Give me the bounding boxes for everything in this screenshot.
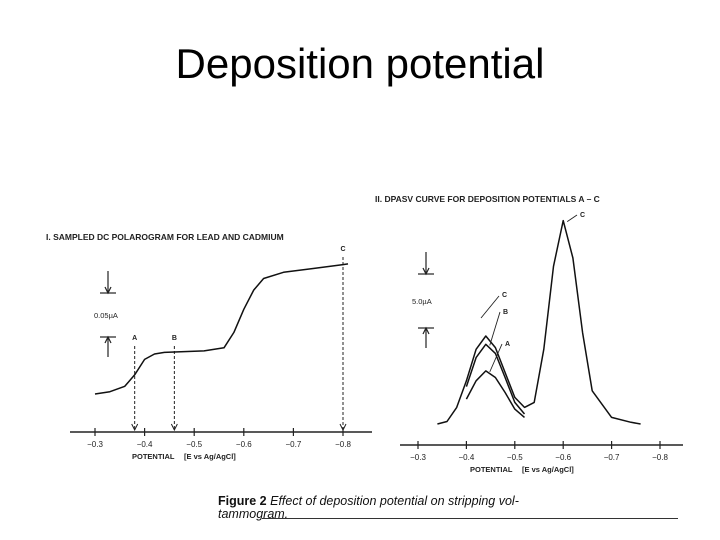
caption-label: Figure 2 xyxy=(218,494,267,508)
scale-bar-arrowhead-bottom xyxy=(104,335,112,344)
series-pointer-C-pb xyxy=(480,295,500,319)
scale-bar-label: 0.05µA xyxy=(94,311,118,320)
x-tick-label: −0.7 xyxy=(604,453,620,462)
series-line-C xyxy=(437,219,641,425)
figure-caption: Figure 2 Effect of deposition potential … xyxy=(218,494,519,508)
series-label-C-pb: C xyxy=(502,292,507,299)
series-pointer-A xyxy=(489,343,503,373)
x-tick-label: −0.6 xyxy=(555,453,571,462)
series-label-A: A xyxy=(505,341,510,348)
caption-rule xyxy=(262,518,678,519)
caption-text: Effect of deposition potential on stripp… xyxy=(270,494,519,508)
x-tick-label: −0.5 xyxy=(186,440,202,449)
marker-arrow-B xyxy=(170,423,178,432)
scale-bar-label: 5.0µA xyxy=(412,297,432,306)
series-pointer-C xyxy=(566,214,578,223)
x-tick-label: −0.4 xyxy=(459,453,475,462)
x-axis-label: POTENTIAL xyxy=(470,465,513,474)
x-tick-label: −0.4 xyxy=(137,440,153,449)
x-tick-label: −0.3 xyxy=(87,440,103,449)
marker-label-B: B xyxy=(172,335,177,342)
marker-label-A: A xyxy=(132,335,137,342)
x-tick-label: −0.5 xyxy=(507,453,523,462)
x-axis-unit: [E vs Ag/AgCl] xyxy=(184,452,236,461)
marker-arrow-A xyxy=(131,423,139,432)
x-tick-label: −0.7 xyxy=(286,440,302,449)
marker-label-C: C xyxy=(340,246,345,253)
x-axis-label: POTENTIAL xyxy=(132,452,175,461)
series-label-B: B xyxy=(503,309,508,316)
panel-polarogram: I. SAMPLED DC POLAROGRAM FOR LEAD AND CA… xyxy=(46,232,372,461)
marker-arrow-C xyxy=(339,423,347,432)
x-tick-label: −0.8 xyxy=(335,440,351,449)
x-tick-label: −0.6 xyxy=(236,440,252,449)
panel-dpasv: II. DPASV CURVE FOR DEPOSITION POTENTIAL… xyxy=(375,194,683,474)
scale-bar-arrowhead-bottom xyxy=(422,326,430,335)
x-axis-unit: [E vs Ag/AgCl] xyxy=(522,465,574,474)
caption-text-continued: tammogram. xyxy=(218,507,289,521)
series-line-0 xyxy=(94,263,349,395)
series-line-B xyxy=(465,343,526,415)
series-line-A xyxy=(465,370,525,418)
series-pointer-B xyxy=(489,311,501,346)
x-tick-label: −0.8 xyxy=(652,453,668,462)
slide-title: Deposition potential xyxy=(175,40,545,87)
chart-title: I. SAMPLED DC POLAROGRAM FOR LEAD AND CA… xyxy=(46,232,284,242)
x-tick-label: −0.3 xyxy=(410,453,426,462)
chart-title: II. DPASV CURVE FOR DEPOSITION POTENTIAL… xyxy=(375,194,600,204)
series-label-C: C xyxy=(580,212,585,219)
